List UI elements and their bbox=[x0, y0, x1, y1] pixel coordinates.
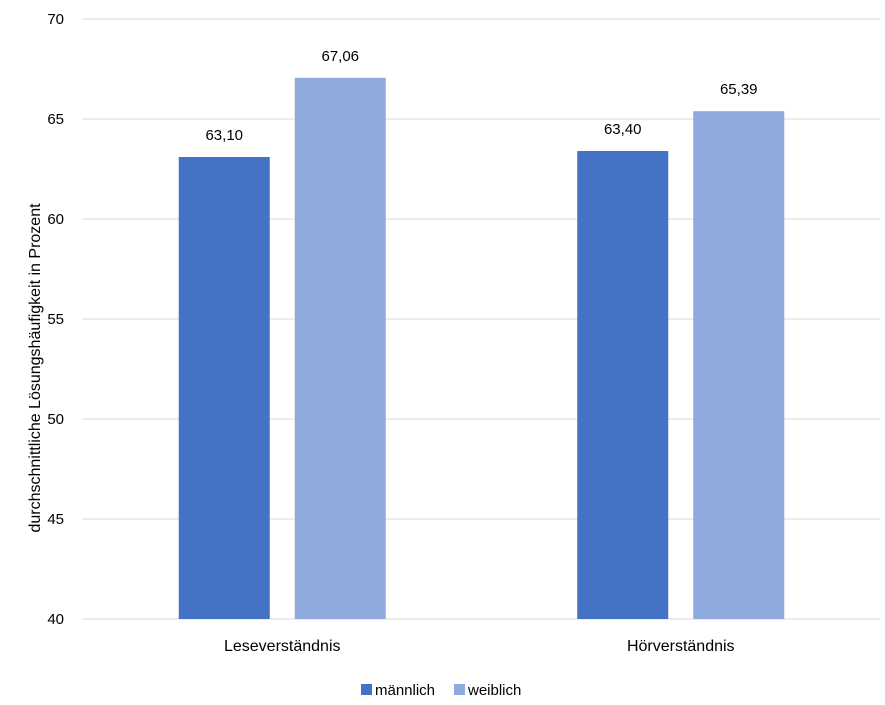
data-label: 65,39 bbox=[720, 81, 758, 98]
data-label: 63,10 bbox=[205, 127, 243, 144]
legend-swatch-weiblich bbox=[454, 684, 465, 695]
bar-weiblich-Hörverständnis bbox=[693, 111, 785, 619]
y-tick-label: 65 bbox=[47, 111, 64, 128]
y-axis-ticks: 40 45 50 55 60 65 70 bbox=[47, 11, 64, 628]
legend-swatch-männlich bbox=[361, 684, 372, 695]
legend-label: männlich bbox=[375, 682, 435, 699]
legend: männlich weiblich bbox=[361, 682, 521, 699]
y-tick-label: 40 bbox=[47, 611, 64, 628]
x-category-label: Hörverständnis bbox=[627, 638, 735, 655]
bars bbox=[178, 77, 785, 620]
bar-männlich-Leseverständnis bbox=[178, 157, 270, 619]
legend-label: weiblich bbox=[467, 682, 521, 699]
x-axis-categories: Leseverständnis Hörverständnis bbox=[224, 638, 735, 655]
y-tick-label: 60 bbox=[47, 211, 64, 228]
x-category-label: Leseverständnis bbox=[224, 638, 341, 655]
data-labels: 63,10 67,06 63,40 65,39 bbox=[205, 48, 757, 144]
y-tick-label: 50 bbox=[47, 411, 64, 428]
y-tick-label: 45 bbox=[47, 511, 64, 528]
data-label: 67,06 bbox=[321, 48, 359, 65]
bar-weiblich-Leseverständnis bbox=[294, 77, 386, 620]
bar-männlich-Hörverständnis bbox=[577, 151, 669, 619]
data-label: 63,40 bbox=[604, 121, 642, 138]
y-tick-label: 55 bbox=[47, 311, 64, 328]
y-axis-label: durchschnittliche Lösungshäufigkeit in P… bbox=[27, 203, 44, 533]
y-tick-label: 70 bbox=[47, 11, 64, 28]
